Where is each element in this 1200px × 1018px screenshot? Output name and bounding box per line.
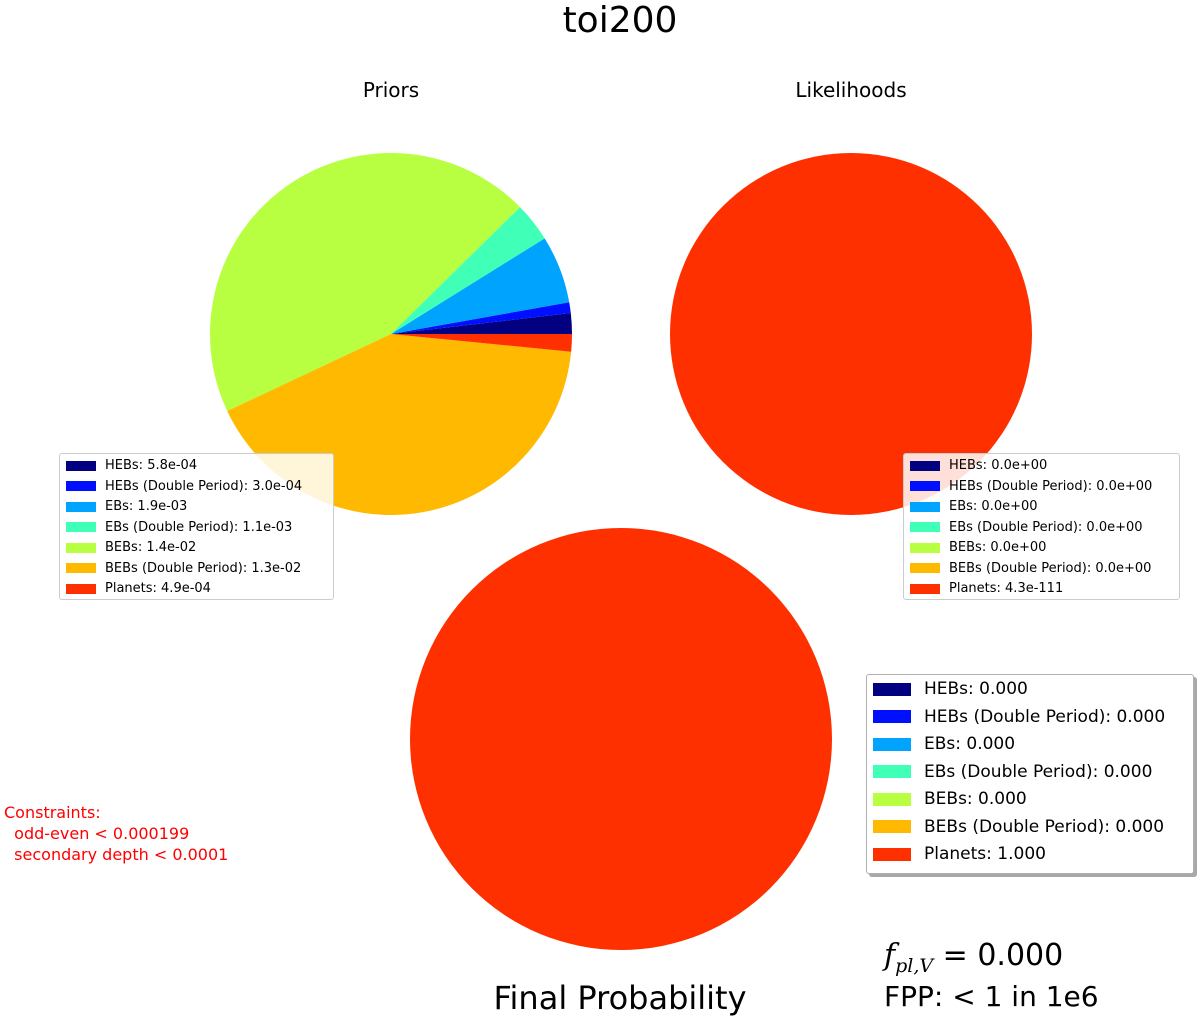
- final-legend-item-hebs: HEBs: 0.000: [867, 678, 1193, 700]
- legend-label: BEBs (Double Period): 0.0e+00: [949, 560, 1152, 576]
- legend-label: EBs (Double Period): 1.1e-03: [105, 519, 293, 535]
- legend-swatch: [66, 460, 96, 471]
- legend-swatch: [873, 765, 911, 778]
- priors-slice-planets: [391, 334, 572, 352]
- fpp-value: FPP: < 1 in 1e6: [884, 980, 1099, 1013]
- legend-label: HEBs: 5.8e-04: [105, 458, 198, 473]
- legend-swatch: [910, 522, 940, 532]
- legend-swatch: [873, 792, 911, 806]
- fpl-subscript: pl,V: [895, 955, 934, 977]
- legend-label: Planets: 4.9e-04: [105, 581, 211, 596]
- legend-swatch: [873, 847, 911, 861]
- likelihoods-legend-item-ebs-double-period: EBs (Double Period): 0.0e+00: [904, 519, 1179, 536]
- constraints-heading: Constraints:: [4, 803, 101, 822]
- priors-legend-item-ebs-double-period: EBs (Double Period): 1.1e-03: [60, 519, 333, 536]
- likelihoods-legend-item-ebs: EBs: 0.0e+00: [904, 498, 1179, 515]
- likelihoods-legend-item-hebs-double-period: HEBs (Double Period): 0.0e+00: [904, 478, 1179, 495]
- priors-legend-item-hebs: HEBs: 5.8e-04: [60, 457, 333, 474]
- likelihoods-legend-item-planets: Planets: 4.3e-111: [904, 580, 1179, 597]
- legend-label: HEBs (Double Period): 0.0e+00: [949, 478, 1153, 494]
- legend-swatch: [873, 820, 911, 833]
- legend-label: BEBs (Double Period): 0.000: [924, 816, 1165, 837]
- priors-title: Priors: [362, 78, 420, 102]
- final-legend-item-hebs-double-period: HEBs (Double Period): 0.000: [867, 706, 1193, 728]
- legend-swatch: [910, 563, 940, 573]
- legend-label: BEBs: 1.4e-02: [105, 540, 197, 555]
- likelihoods-legend: HEBs: 0.0e+00 HEBs (Double Period): 0.0e+…: [903, 453, 1180, 600]
- priors-slice-hebs: [391, 313, 572, 334]
- legend-swatch: [66, 542, 96, 553]
- legend-label: HEBs: 0.0e+00: [949, 458, 1048, 473]
- priors-legend-item-ebs: EBs: 1.9e-03: [60, 498, 333, 515]
- constraints-text: Constraints: odd-even < 0.000199 seconda…: [4, 802, 228, 865]
- legend-swatch: [66, 481, 96, 491]
- priors-legend-item-hebs-double-period: HEBs (Double Period): 3.0e-04: [60, 478, 333, 495]
- legend-label: Planets: 4.3e-111: [949, 581, 1064, 596]
- fpl-value: fpl,V = 0.000: [884, 936, 1063, 986]
- final-legend-item-ebs-double-period: EBs (Double Period): 0.000: [867, 761, 1193, 783]
- legend-swatch: [910, 460, 940, 471]
- priors-legend-item-bebs-double-period: BEBs (Double Period): 1.3e-02: [60, 560, 333, 577]
- final-probability-title: Final Probability: [493, 979, 747, 1017]
- legend-label: EBs: 0.0e+00: [949, 499, 1038, 514]
- figure-title: toi200: [562, 0, 678, 41]
- legend-label: HEBs (Double Period): 3.0e-04: [105, 478, 303, 494]
- priors-slice-bebs: [209, 152, 521, 412]
- priors-legend-item-bebs: BEBs: 1.4e-02: [60, 539, 333, 556]
- legend-label: EBs (Double Period): 0.000: [924, 761, 1153, 782]
- legend-swatch: [873, 710, 911, 723]
- final-legend-item-ebs: EBs: 0.000: [867, 733, 1193, 755]
- final-legend-item-bebs-double-period: BEBs (Double Period): 0.000: [867, 816, 1193, 838]
- likelihoods-legend-item-bebs-double-period: BEBs (Double Period): 0.0e+00: [904, 560, 1179, 577]
- legend-swatch: [910, 481, 940, 491]
- legend-swatch: [910, 583, 940, 594]
- final-legend-item-bebs: BEBs: 0.000: [867, 788, 1193, 810]
- legend-swatch: [873, 737, 911, 751]
- legend-label: EBs (Double Period): 0.0e+00: [949, 519, 1143, 535]
- constraint-odd-even: odd-even < 0.000199: [14, 824, 190, 843]
- priors-legend: HEBs: 5.8e-04 HEBs (Double Period): 3.0e-…: [59, 453, 334, 600]
- legend-swatch: [873, 682, 911, 696]
- legend-label: EBs: 1.9e-03: [105, 499, 188, 514]
- legend-swatch: [66, 522, 96, 532]
- likelihoods-slice-planets: [670, 153, 1032, 515]
- legend-label: HEBs (Double Period): 0.000: [924, 706, 1166, 727]
- final-legend-item-planets: Planets: 1.000: [867, 843, 1193, 865]
- likelihoods-legend-item-hebs: HEBs: 0.0e+00: [904, 457, 1179, 474]
- legend-swatch: [910, 501, 940, 512]
- legend-label: BEBs: 0.0e+00: [949, 540, 1047, 555]
- constraint-secondary-depth: secondary depth < 0.0001: [14, 845, 229, 864]
- legend-label: BEBs: 0.000: [924, 789, 1027, 809]
- legend-label: Planets: 1.000: [924, 844, 1046, 864]
- fpl-equals-value: = 0.000: [942, 938, 1064, 973]
- legend-swatch: [910, 542, 940, 553]
- priors-slice-ebs: [391, 238, 570, 334]
- priors-legend-item-planets: Planets: 4.9e-04: [60, 580, 333, 597]
- fpl-symbol: f: [884, 938, 896, 973]
- legend-swatch: [66, 583, 96, 594]
- legend-swatch: [66, 563, 96, 573]
- legend-label: BEBs (Double Period): 1.3e-02: [105, 560, 302, 576]
- priors-slice-hebs-double-period: [391, 302, 571, 334]
- priors-slice-ebs-double-period: [391, 207, 545, 334]
- likelihoods-legend-item-bebs: BEBs: 0.0e+00: [904, 539, 1179, 556]
- final-probability-legend: HEBs: 0.000 HEBs (Double Period): 0.000 EB…: [866, 674, 1194, 874]
- likelihoods-title: Likelihoods: [795, 78, 907, 102]
- final-slice-planets: [410, 528, 832, 950]
- legend-label: HEBs: 0.000: [924, 679, 1028, 699]
- legend-swatch: [66, 501, 96, 512]
- legend-label: EBs: 0.000: [924, 734, 1016, 754]
